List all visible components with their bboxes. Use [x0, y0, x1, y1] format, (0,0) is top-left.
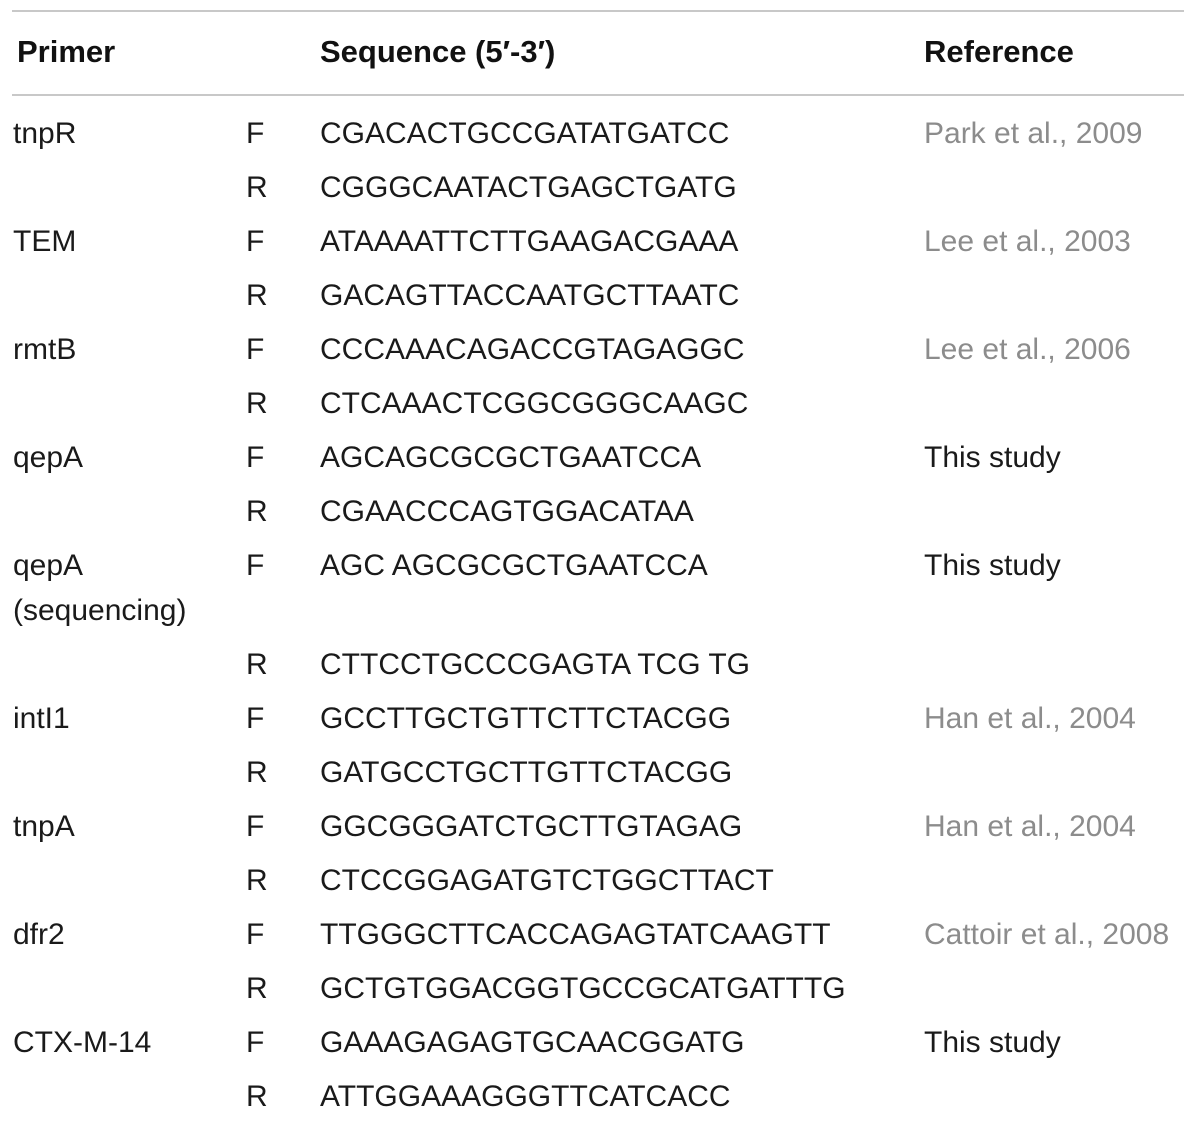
reference-text: This study	[924, 1026, 1061, 1059]
primer-name-note: (sequencing)	[13, 594, 187, 627]
primer-name: CTX-M-14	[13, 1026, 152, 1059]
header-rule	[12, 94, 1184, 96]
header-primer: Primer	[17, 34, 116, 69]
primer-name: tnpR	[13, 117, 77, 150]
primer-direction: R	[246, 864, 268, 897]
primer-name: qepA	[13, 441, 84, 474]
primer-direction: F	[246, 810, 265, 843]
primer-sequence: GCTGTGGACGGTGCCGCATGATTTG	[320, 972, 846, 1005]
reference-citation-link: Han et al., 2004	[924, 810, 1136, 843]
primer-direction: R	[246, 648, 268, 681]
table-top-rule	[12, 10, 1184, 12]
primer-sequence: GATGCCTGCTTGTTCTACGG	[320, 756, 733, 789]
primer-sequence: AGCAGCGCGCTGAATCCA	[320, 441, 702, 474]
primer-direction: R	[246, 972, 268, 1005]
primer-direction: R	[246, 495, 268, 528]
primer-sequence: GACAGTTACCAATGCTTAATC	[320, 279, 740, 312]
primer-direction: F	[246, 441, 265, 474]
primer-direction: R	[246, 1080, 268, 1113]
primer-sequence: AGC AGCGCGCTGAATCCA	[320, 549, 708, 582]
primer-direction: F	[246, 1026, 265, 1059]
primer-sequence: CCCAAACAGACCGTAGAGGC	[320, 333, 745, 366]
reference-text: This study	[924, 549, 1061, 582]
reference-citation-link: Park et al., 2009	[924, 117, 1143, 150]
primer-sequence: CTCCGGAGATGTCTGGCTTACT	[320, 864, 774, 897]
primer-name: qepA	[13, 549, 84, 582]
primer-sequence: GCCTTGCTGTTCTTCTACGG	[320, 702, 732, 735]
primer-sequence: ATAAAATTCTTGAAGACGAAA	[320, 225, 739, 258]
primer-name: rmtB	[13, 333, 77, 366]
primer-direction: F	[246, 117, 265, 150]
primer-direction: R	[246, 387, 268, 420]
primer-sequence: CGACACTGCCGATATGATCC	[320, 117, 730, 150]
primer-sequence: TTGGGCTTCACCAGAGTATCAAGTT	[320, 918, 831, 951]
primer-name: tnpA	[13, 810, 75, 843]
primer-sequence: CTCAAACTCGGCGGGCAAGC	[320, 387, 749, 420]
primer-direction: R	[246, 756, 268, 789]
primer-name: dfr2	[13, 918, 65, 951]
reference-citation-link: Cattoir et al., 2008	[924, 918, 1170, 951]
primer-direction: F	[246, 549, 265, 582]
primer-direction: R	[246, 279, 268, 312]
primer-direction: F	[246, 918, 265, 951]
reference-citation-link: Lee et al., 2006	[924, 333, 1131, 366]
reference-citation-link: Han et al., 2004	[924, 702, 1136, 735]
primer-sequence: GAAAGAGAGTGCAACGGATG	[320, 1026, 745, 1059]
primer-direction: R	[246, 171, 268, 204]
header-reference: Reference	[924, 34, 1074, 69]
primer-direction: F	[246, 333, 265, 366]
primer-direction: F	[246, 225, 265, 258]
reference-text: This study	[924, 441, 1061, 474]
reference-citation-link: Lee et al., 2003	[924, 225, 1131, 258]
primer-sequence: ATTGGAAAGGGTTCATCACC	[320, 1080, 731, 1113]
primer-name: intI1	[13, 702, 70, 735]
primer-sequence: CGAACCCAGTGGACATAA	[320, 495, 694, 528]
primer-sequence: CGGGCAATACTGAGCTGATG	[320, 171, 737, 204]
primer-direction: F	[246, 702, 265, 735]
primer-sequence: GGCGGGATCTGCTTGTAGAG	[320, 810, 743, 843]
primer-sequence: CTTCCTGCCCGAGTA TCG TG	[320, 648, 751, 681]
header-sequence: Sequence (5′-3′)	[320, 34, 556, 69]
primer-name: TEM	[13, 225, 77, 258]
